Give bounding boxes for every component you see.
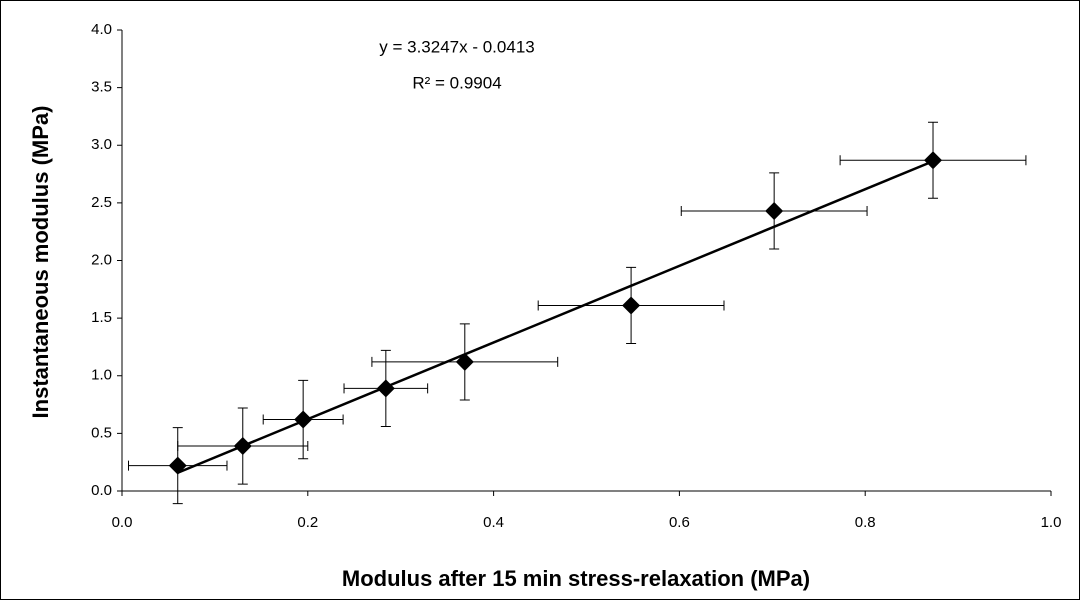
point — [294, 410, 313, 429]
y-tick-label: 2.0 — [91, 251, 112, 268]
x-tick-label: 0.8 — [855, 514, 876, 531]
x-tick-label: 0.0 — [112, 514, 133, 531]
point — [765, 201, 784, 220]
x-tick-label: 0.2 — [297, 514, 318, 531]
x-tick-label: 0.4 — [483, 514, 504, 531]
r-squared: R² = 0.9904 — [412, 73, 501, 92]
y-tick-label: 4.0 — [91, 21, 112, 38]
x-tick-label: 0.6 — [669, 514, 690, 531]
y-tick-label: 2.5 — [91, 194, 112, 211]
y-tick-label: 1.5 — [91, 309, 112, 326]
x-tick-label: 1.0 — [1041, 514, 1062, 531]
point — [924, 151, 943, 170]
point — [233, 437, 252, 456]
x-axis-title: Modulus after 15 min stress-relaxation (… — [342, 566, 810, 591]
y-axis-title: Instantaneous modulus (MPa) — [28, 106, 53, 419]
y-tick-label: 0.0 — [91, 482, 112, 499]
point — [622, 296, 641, 315]
y-tick-label: 3.5 — [91, 79, 112, 96]
point — [376, 379, 395, 398]
y-tick-label: 0.5 — [91, 424, 112, 441]
trendline-equation: y = 3.3247x - 0.0413 — [379, 37, 534, 56]
y-tick-label: 3.0 — [91, 136, 112, 153]
point — [455, 352, 474, 371]
point — [168, 456, 187, 475]
y-tick-label: 1.0 — [91, 367, 112, 384]
